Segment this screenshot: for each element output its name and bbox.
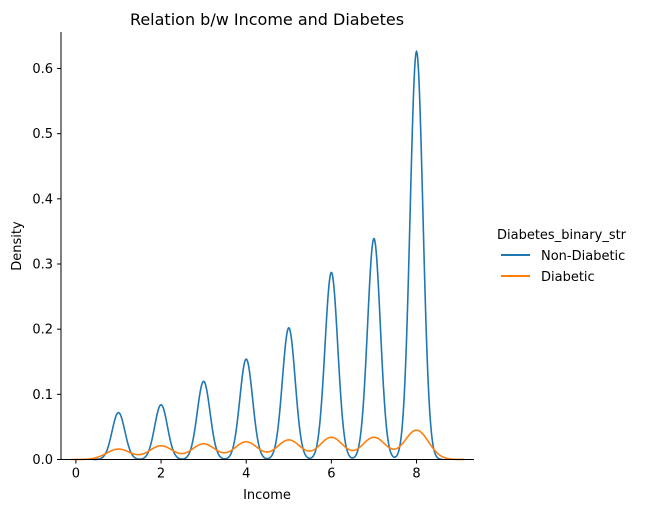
y-tick-label: 0.2 <box>32 323 53 338</box>
x-axis-label: Income <box>243 488 291 503</box>
y-tick-label: 0.6 <box>32 62 53 77</box>
y-ticks: 0.0 0.1 0.2 0.3 0.4 0.5 0.6 <box>32 62 61 468</box>
y-tick-label: 0.4 <box>32 192 53 207</box>
legend-label-diabetic: Diabetic <box>541 270 595 285</box>
x-ticks: 0 2 4 6 8 <box>72 459 421 482</box>
y-axis-label: Density <box>10 221 25 271</box>
legend-label-non-diabetic: Non-Diabetic <box>541 249 625 264</box>
legend-title: Diabetes_binary_str <box>497 228 627 243</box>
x-tick-label: 4 <box>242 467 250 482</box>
x-tick-label: 6 <box>327 467 335 482</box>
y-tick-label: 0.3 <box>32 257 53 272</box>
y-tick-label: 0.0 <box>32 453 53 468</box>
y-tick-label: 0.5 <box>32 127 53 142</box>
series-line-non-diabetic <box>92 49 443 461</box>
plot-curves <box>70 49 465 461</box>
x-tick-label: 2 <box>157 467 165 482</box>
y-tick-label: 0.1 <box>32 388 53 403</box>
legend: Diabetes_binary_str Non-Diabetic Diabeti… <box>497 228 627 285</box>
chart-title: Relation b/w Income and Diabetes <box>130 10 404 29</box>
x-tick-label: 8 <box>412 467 420 482</box>
series-line-diabetic <box>70 429 465 461</box>
x-tick-label: 0 <box>72 467 80 482</box>
